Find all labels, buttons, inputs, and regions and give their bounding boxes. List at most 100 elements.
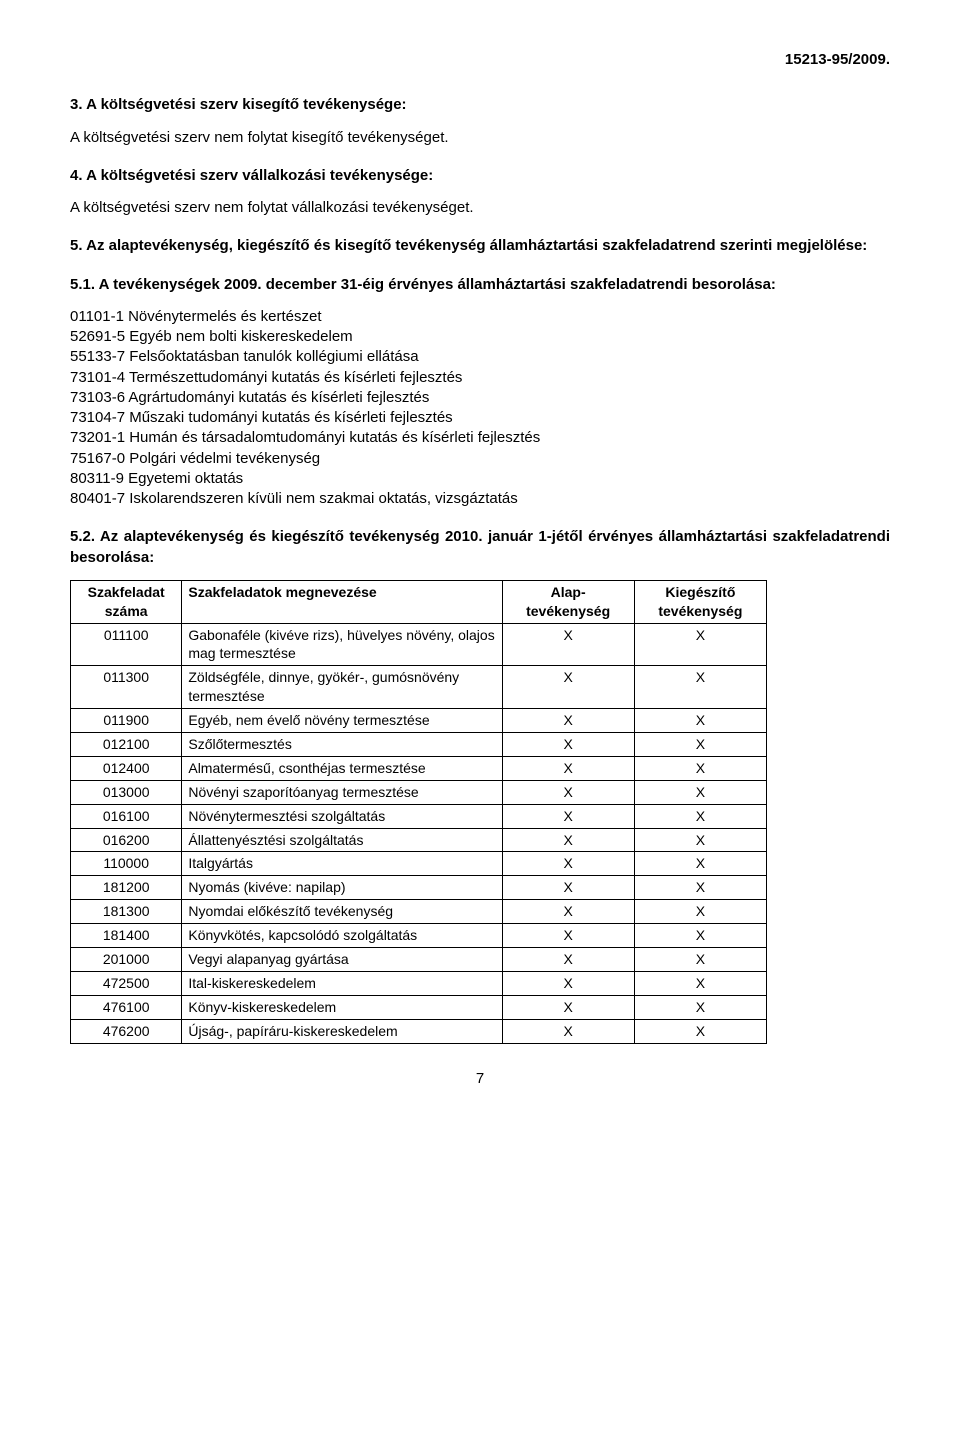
cell-alap: X (502, 924, 634, 948)
cell-code: 181200 (71, 876, 182, 900)
cell-kieg: X (634, 1019, 766, 1043)
cell-code: 011100 (71, 623, 182, 666)
col-header-name: Szakfeladatok megnevezése (182, 580, 502, 623)
cell-code: 472500 (71, 971, 182, 995)
cell-kieg: X (634, 666, 766, 709)
col-header-code: Szakfeladat száma (71, 580, 182, 623)
cell-name: Almatermésű, csonthéjas termesztése (182, 756, 502, 780)
cell-alap: X (502, 780, 634, 804)
code-list-item: 52691-5 Egyéb nem bolti kiskereskedelem (70, 327, 890, 347)
cell-code: 011900 (71, 709, 182, 733)
cell-kieg: X (634, 756, 766, 780)
col-header-kieg: Kiegészítő tevékenység (634, 580, 766, 623)
cell-code: 012400 (71, 756, 182, 780)
section-4-title: 4. A költségvetési szerv vállalkozási te… (70, 166, 890, 186)
code-list-item: 73104-7 Műszaki tudományi kutatás és kís… (70, 408, 890, 428)
code-list-item: 80311-9 Egyetemi oktatás (70, 469, 890, 489)
cell-kieg: X (634, 804, 766, 828)
cell-alap: X (502, 666, 634, 709)
cell-code: 110000 (71, 852, 182, 876)
cell-code: 012100 (71, 732, 182, 756)
cell-name: Szőlőtermesztés (182, 732, 502, 756)
code-list-item: 73103-6 Agrártudományi kutatás és kísérl… (70, 388, 890, 408)
cell-name: Állattenyésztési szolgáltatás (182, 828, 502, 852)
cell-kieg: X (634, 971, 766, 995)
cell-alap: X (502, 828, 634, 852)
cell-kieg: X (634, 709, 766, 733)
cell-code: 476100 (71, 995, 182, 1019)
cell-code: 476200 (71, 1019, 182, 1043)
cell-code: 016200 (71, 828, 182, 852)
table-row: 476200 Újság-, papíráru-kiskereskedelem … (71, 1019, 767, 1043)
cell-name: Vegyi alapanyag gyártása (182, 948, 502, 972)
cell-alap: X (502, 971, 634, 995)
cell-name: Növényi szaporítóanyag termesztése (182, 780, 502, 804)
cell-kieg: X (634, 948, 766, 972)
cell-kieg: X (634, 780, 766, 804)
cell-code: 181400 (71, 924, 182, 948)
cell-name: Könyv-kiskereskedelem (182, 995, 502, 1019)
section-5-1-title: 5.1. A tevékenységek 2009. december 31-é… (70, 275, 890, 295)
cell-name: Gabonaféle (kivéve rizs), hüvelyes növén… (182, 623, 502, 666)
cell-alap: X (502, 948, 634, 972)
cell-code: 181300 (71, 900, 182, 924)
cell-code: 201000 (71, 948, 182, 972)
cell-alap: X (502, 1019, 634, 1043)
cell-kieg: X (634, 876, 766, 900)
cell-name: Ital-kiskereskedelem (182, 971, 502, 995)
section-4-body: A költségvetési szerv nem folytat vállal… (70, 198, 890, 218)
table-row: 016100 Növénytermesztési szolgáltatás X … (71, 804, 767, 828)
code-list-item: 73101-4 Természettudományi kutatás és kí… (70, 368, 890, 388)
table-row: 201000 Vegyi alapanyag gyártása X X (71, 948, 767, 972)
table-row: 011300 Zöldségféle, dinnye, gyökér-, gum… (71, 666, 767, 709)
table-header-row: Szakfeladat száma Szakfeladatok megnevez… (71, 580, 767, 623)
cell-kieg: X (634, 828, 766, 852)
cell-alap: X (502, 900, 634, 924)
cell-kieg: X (634, 852, 766, 876)
cell-alap: X (502, 876, 634, 900)
cell-code: 013000 (71, 780, 182, 804)
cell-alap: X (502, 623, 634, 666)
col-header-alap: Alap- tevékenység (502, 580, 634, 623)
table-row: 011100 Gabonaféle (kivéve rizs), hüvelye… (71, 623, 767, 666)
table-row: 110000 Italgyártás X X (71, 852, 767, 876)
code-list-item: 80401-7 Iskolarendszeren kívüli nem szak… (70, 489, 890, 509)
cell-kieg: X (634, 995, 766, 1019)
cell-kieg: X (634, 732, 766, 756)
section-5-title: 5. Az alaptevékenység, kiegészítő és kis… (70, 236, 890, 256)
cell-alap: X (502, 756, 634, 780)
code-list-item: 01101-1 Növénytermelés és kertészet (70, 307, 890, 327)
cell-name: Növénytermesztési szolgáltatás (182, 804, 502, 828)
cell-code: 011300 (71, 666, 182, 709)
code-list-item: 75167-0 Polgári védelmi tevékenység (70, 449, 890, 469)
cell-alap: X (502, 804, 634, 828)
table-row: 472500 Ital-kiskereskedelem X X (71, 971, 767, 995)
table-row: 476100 Könyv-kiskereskedelem X X (71, 995, 767, 1019)
cell-name: Könyvkötés, kapcsolódó szolgáltatás (182, 924, 502, 948)
section-3-title: 3. A költségvetési szerv kisegítő tevéke… (70, 95, 890, 115)
cell-code: 016100 (71, 804, 182, 828)
cell-name: Nyomás (kivéve: napilap) (182, 876, 502, 900)
code-list: 01101-1 Növénytermelés és kertészet 5269… (70, 307, 890, 510)
table-row: 011900 Egyéb, nem évelő növény termeszté… (71, 709, 767, 733)
szakfeladat-table: Szakfeladat száma Szakfeladatok megnevez… (70, 580, 767, 1044)
cell-name: Újság-, papíráru-kiskereskedelem (182, 1019, 502, 1043)
table-row: 016200 Állattenyésztési szolgáltatás X X (71, 828, 767, 852)
table-row: 181400 Könyvkötés, kapcsolódó szolgáltat… (71, 924, 767, 948)
code-list-item: 55133-7 Felsőoktatásban tanulók kollégiu… (70, 347, 890, 367)
table-body: 011100 Gabonaféle (kivéve rizs), hüvelye… (71, 623, 767, 1043)
table-row: 012400 Almatermésű, csonthéjas termeszté… (71, 756, 767, 780)
cell-name: Italgyártás (182, 852, 502, 876)
cell-alap: X (502, 732, 634, 756)
cell-kieg: X (634, 900, 766, 924)
page-number: 7 (70, 1069, 890, 1089)
cell-name: Nyomdai előkészítő tevékenység (182, 900, 502, 924)
cell-alap: X (502, 995, 634, 1019)
cell-kieg: X (634, 924, 766, 948)
cell-name: Zöldségféle, dinnye, gyökér-, gumósnövén… (182, 666, 502, 709)
table-row: 181300 Nyomdai előkészítő tevékenység X … (71, 900, 767, 924)
section-3-body: A költségvetési szerv nem folytat kisegí… (70, 128, 890, 148)
table-row: 181200 Nyomás (kivéve: napilap) X X (71, 876, 767, 900)
table-row: 012100 Szőlőtermesztés X X (71, 732, 767, 756)
cell-alap: X (502, 709, 634, 733)
